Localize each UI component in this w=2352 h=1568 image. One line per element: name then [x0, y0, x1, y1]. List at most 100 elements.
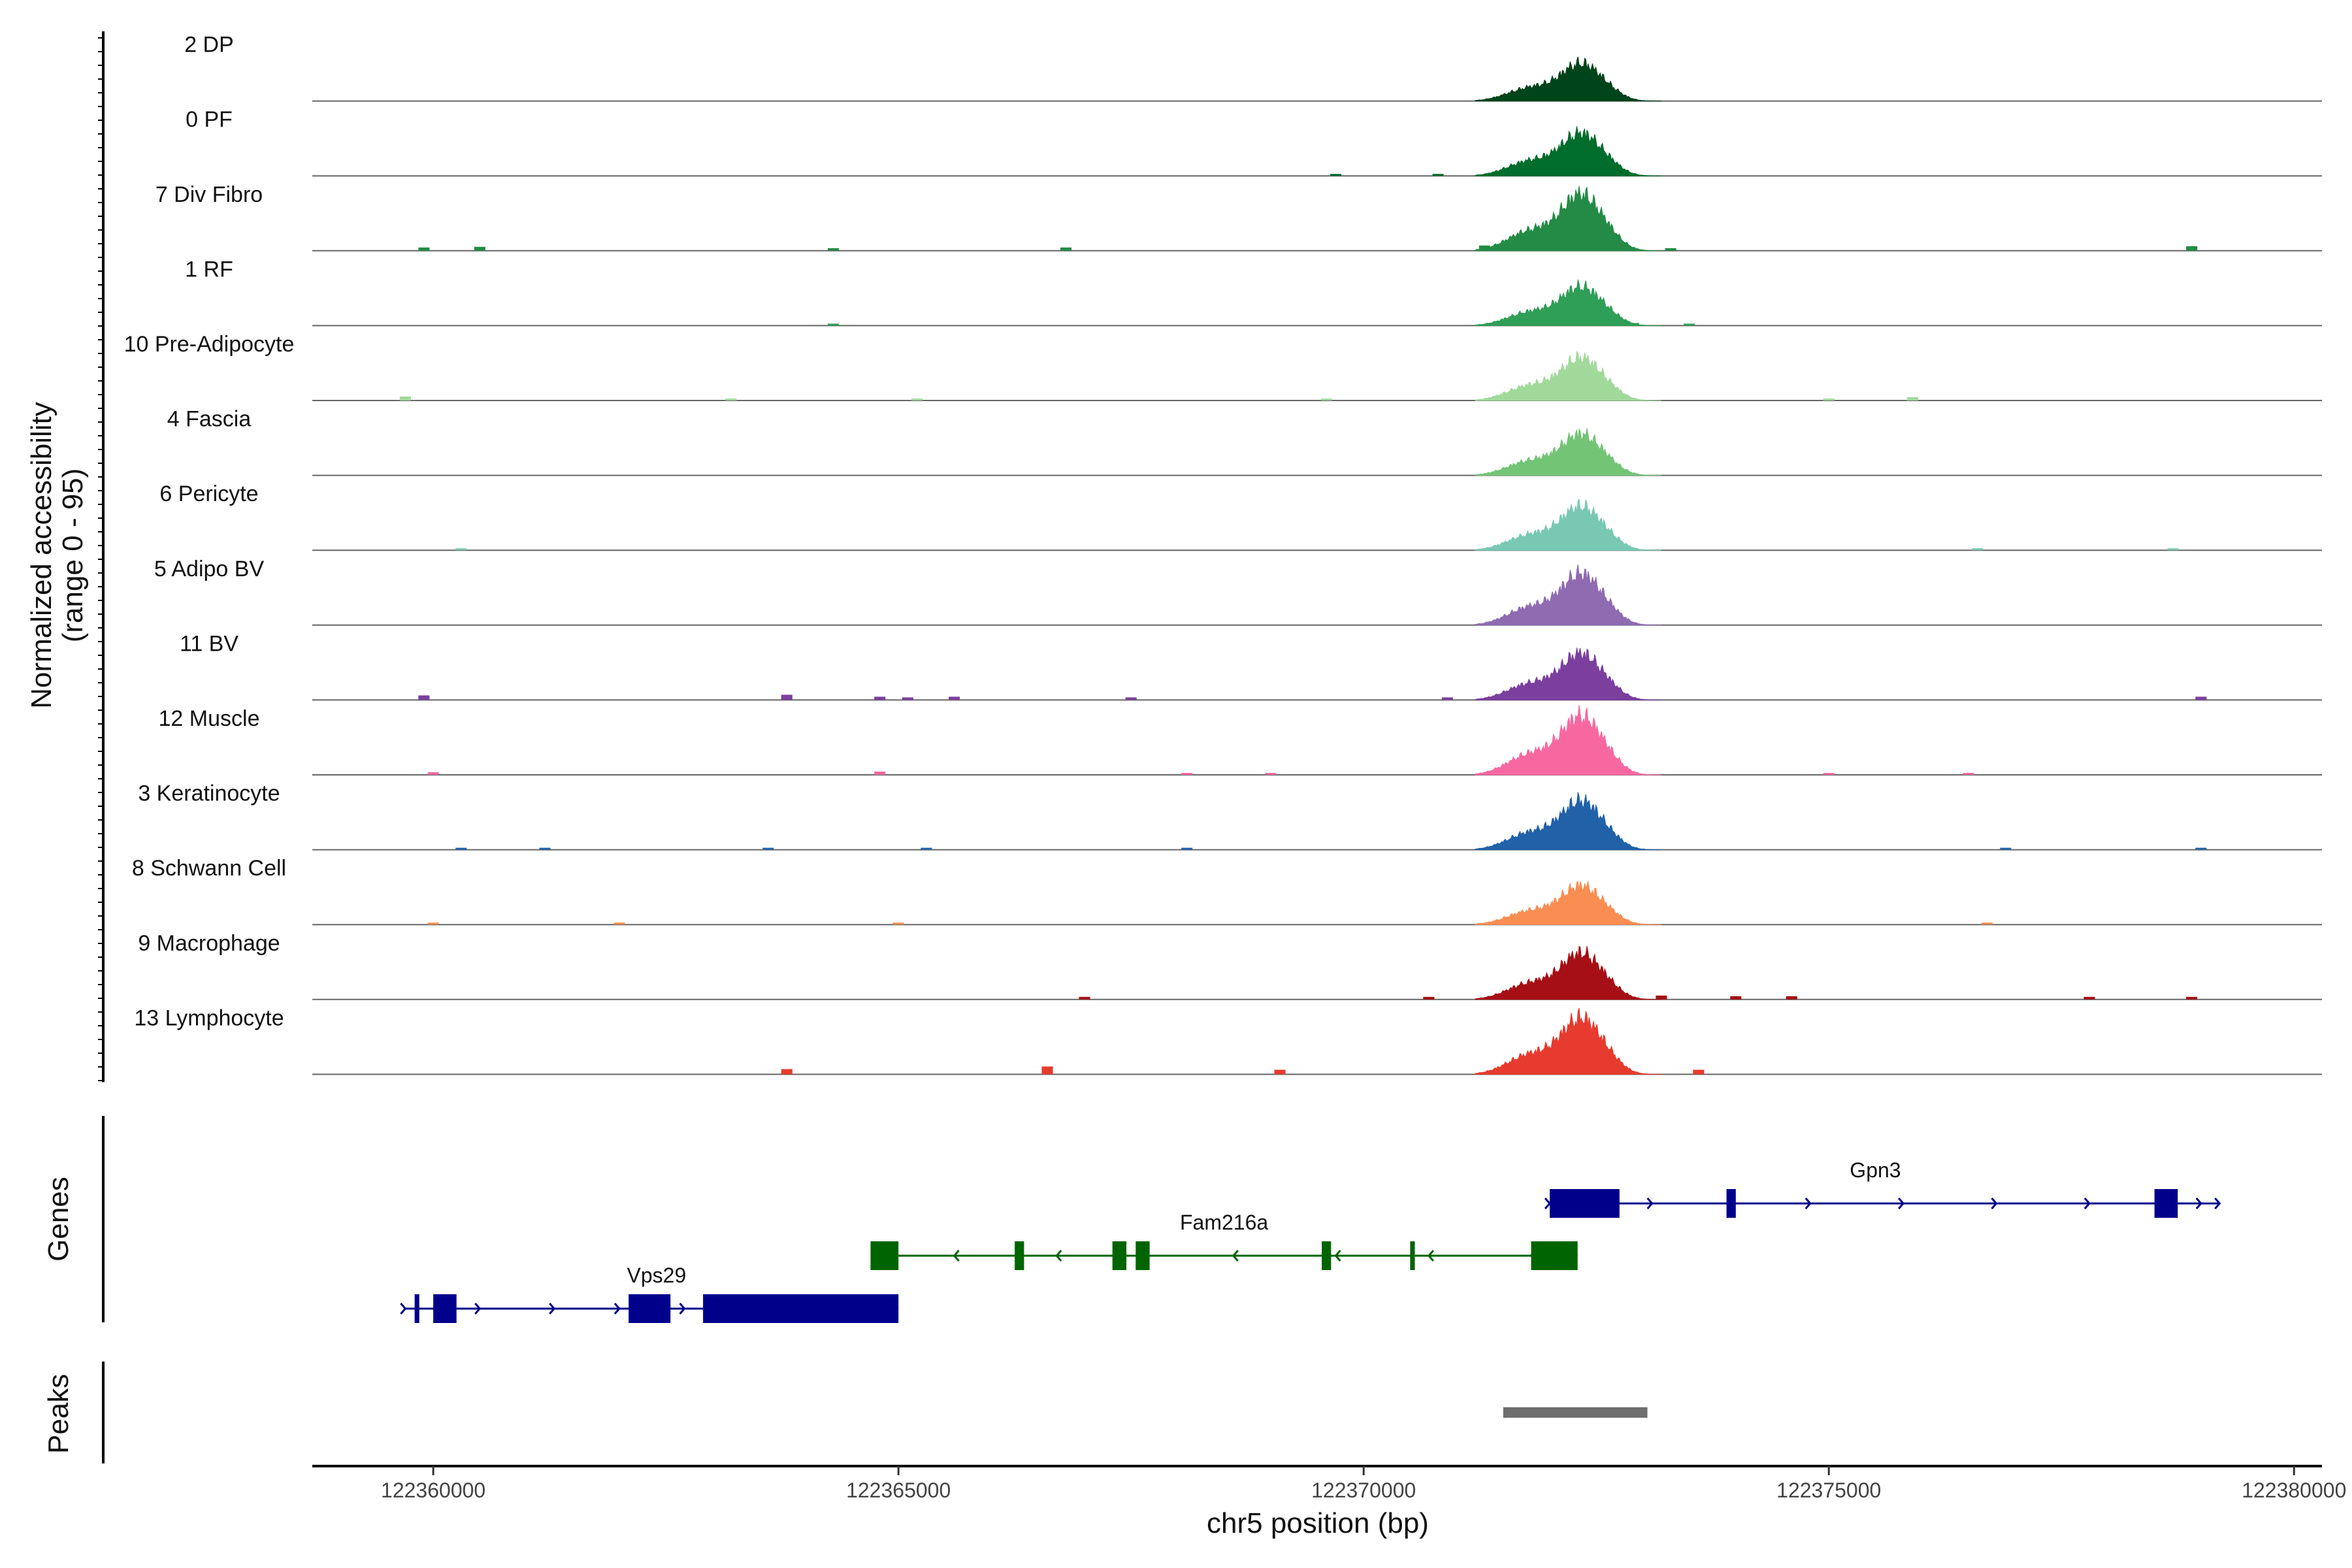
- peak-bar: [1503, 1407, 1648, 1418]
- coverage-peak: [1475, 1007, 1661, 1075]
- coverage-blip: [1423, 996, 1435, 1000]
- coverage-blip: [1618, 696, 1630, 700]
- strand-arrow: [1055, 1250, 1062, 1262]
- coverage-track: 5 Adipo BV: [154, 557, 2322, 626]
- coverage-peak: [1475, 792, 1661, 851]
- coverage-blip: [455, 548, 467, 551]
- coverage-peak: [1475, 705, 1661, 776]
- coverage-blip: [1627, 323, 1639, 326]
- gene-exon: [1410, 1241, 1415, 1270]
- gene-name-label: Vps29: [627, 1264, 687, 1287]
- strand-arrow: [1427, 1250, 1435, 1262]
- coverage-blip: [874, 772, 886, 775]
- coverage-peak: [1475, 945, 1661, 1000]
- strand-arrow: [2195, 1198, 2202, 1209]
- track-label: 6 Pericyte: [159, 482, 258, 506]
- coverage-blip: [827, 248, 840, 251]
- coverage-blip: [874, 696, 886, 700]
- coverage-blip: [1181, 847, 1193, 850]
- coverage-blip: [1041, 1066, 1053, 1075]
- coverage-blip: [1665, 248, 1676, 251]
- coverage-blip: [2167, 548, 2179, 551]
- coverage-blip: [1684, 323, 1695, 326]
- coverage-peak: [1475, 564, 1661, 626]
- coverage-track: 12 Muscle: [159, 705, 2322, 776]
- gene-exon: [2154, 1189, 2178, 1218]
- coverage-track: 1 RF: [185, 257, 2322, 327]
- coverage-blip: [911, 399, 923, 400]
- x-tick-label: 122375000: [1776, 1478, 1881, 1502]
- coverage-blip: [1906, 397, 1918, 400]
- coverage-blip: [781, 694, 792, 700]
- coverage-blip: [1981, 923, 1993, 925]
- track-label: 5 Adipo BV: [154, 557, 265, 581]
- coverage-blip: [827, 323, 840, 326]
- coverage-blip: [1693, 1070, 1705, 1075]
- coverage-peak: [1475, 186, 1661, 252]
- coverage-track: 13 Lymphocyte: [134, 1005, 2322, 1075]
- strand-arrow: [1898, 1198, 1905, 1209]
- y-axis-subtitle: (range 0 - 95): [57, 468, 89, 643]
- strand-arrow: [1544, 1198, 1552, 1209]
- coverage-blip: [399, 397, 411, 400]
- strand-arrow: [2214, 1198, 2221, 1209]
- coverage-blip: [2186, 996, 2198, 1000]
- coverage-blip: [418, 695, 430, 700]
- gene-exon: [1112, 1241, 1127, 1270]
- coverage-blip: [1618, 473, 1630, 476]
- peak-regions: [1503, 1407, 1648, 1418]
- track-label: 8 Schwann Cell: [132, 856, 286, 881]
- genes-panel-title: Genes: [42, 1177, 74, 1262]
- coverage-blip: [2195, 847, 2207, 850]
- coverage-blip: [1330, 174, 1342, 176]
- track-label: 1 RF: [185, 257, 233, 282]
- coverage-blip: [1265, 773, 1277, 775]
- coverage-blip: [949, 696, 960, 700]
- coverage-blip: [1507, 472, 1518, 476]
- coverage-peak: [1475, 279, 1661, 326]
- strand-arrow: [400, 1303, 407, 1315]
- strand-arrow: [679, 1303, 686, 1315]
- coverage-track: 0 PF: [186, 107, 2322, 177]
- track-label: 4 Fascia: [167, 407, 252, 432]
- coverage-peak: [1475, 126, 1661, 176]
- gene-exon: [433, 1294, 457, 1323]
- strand-arrow: [1529, 1250, 1537, 1262]
- coverage-blip: [1079, 996, 1090, 1000]
- coverage-blip: [1125, 697, 1137, 700]
- gene-exon: [870, 1241, 899, 1270]
- x-tick-label: 122380000: [2242, 1478, 2346, 1502]
- track-label: 7 Div Fibro: [155, 182, 263, 207]
- coverage-blip: [2195, 696, 2207, 700]
- x-tick-label: 122370000: [1311, 1478, 1416, 1502]
- gene-name-label: Fam216a: [1180, 1211, 1268, 1234]
- coverage-blip: [427, 923, 439, 925]
- gene-exon: [1135, 1241, 1150, 1270]
- coverage-peak: [1475, 881, 1661, 925]
- coverage-peak: [1475, 56, 1661, 102]
- coverage-blip: [781, 1069, 792, 1075]
- gene-exon: [703, 1294, 899, 1323]
- strand-arrow: [613, 1303, 621, 1315]
- coverage-peak: [1475, 351, 1661, 401]
- coverage-blip: [1181, 773, 1193, 775]
- coverage-tracks: 2 DP 0 PF 7 Div Fibro 1 RF 10 Pre-Adipocyte 4…: [124, 33, 2322, 1075]
- coverage-track: 4 Fascia: [167, 407, 2322, 476]
- strand-arrow: [1232, 1250, 1239, 1262]
- strand-arrow: [474, 1303, 482, 1315]
- coverage-blip: [1823, 773, 1835, 775]
- strand-arrow: [2083, 1198, 2091, 1209]
- coverage-blip: [613, 923, 625, 925]
- gene-fam216a: Fam216a: [870, 1211, 1578, 1270]
- coverage-blip: [921, 847, 932, 850]
- coverage-blip: [1786, 996, 1797, 1000]
- strand-arrow: [549, 1303, 556, 1315]
- coverage-track: 6 Pericyte: [159, 482, 2322, 551]
- coverage-blip: [1823, 399, 1835, 400]
- coverage-blip: [2186, 246, 2198, 251]
- track-label: 11 BV: [180, 631, 238, 656]
- strand-arrow: [1805, 1198, 1812, 1209]
- coverage-blip: [1432, 174, 1444, 176]
- coverage-peak: [1475, 428, 1661, 476]
- coverage-peak: [1475, 498, 1661, 551]
